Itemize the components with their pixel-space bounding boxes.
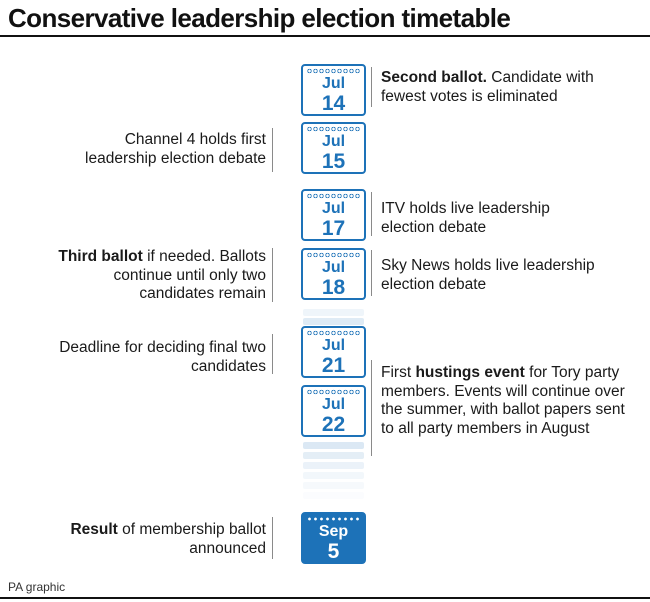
note-emphasis: Third ballot [58,248,143,265]
event-note-jul-15: Channel 4 holds first leadership electio… [56,131,266,168]
timeline-fade [303,492,364,499]
note-emphasis: Second ballot. [381,69,487,86]
note-text: Deadline for deciding final two candidat… [59,339,266,375]
page-title: Conservative leadership election timetab… [8,3,511,33]
calendar-rings [307,125,360,133]
note-divider [371,360,372,456]
note-text: of membership ballot announced [117,521,266,557]
footer-rule [0,597,650,599]
calendar-rings [307,515,360,523]
note-text: Sky News holds live leadership election … [381,257,595,293]
event-note-sep-5: Result of membership ballot announced [66,521,266,558]
note-divider [371,67,372,107]
note-text: Channel 4 holds first leadership electio… [85,131,266,167]
calendar-month: Jul [321,259,346,276]
timeline-fade [303,462,364,469]
note-divider [272,517,273,559]
timeline-fade [303,318,364,325]
source-credit: PA graphic [8,580,66,594]
calendar-month: Sep [318,523,349,540]
calendar-icon-jul-18: Jul 18 [301,248,366,300]
event-note-jul-17: ITV holds live leadership election debat… [381,200,591,237]
calendar-rings [307,192,360,200]
note-divider [371,192,372,236]
timeline-fade [303,452,364,459]
timeline-fade [303,309,364,316]
event-note-jul-18-right: Sky News holds live leadership election … [381,257,596,294]
note-text: for Tory party members. Events will cont… [381,364,625,437]
timeline-fade [303,442,364,449]
event-note-jul-14: Second ballot. Candidate with fewest vot… [381,69,626,106]
calendar-rings [307,329,360,337]
event-note-jul-22: First hustings event for Tory party memb… [381,364,626,438]
event-note-jul-18-left: Third ballot if needed. Ballots continue… [36,248,266,304]
calendar-month: Jul [321,337,346,354]
calendar-rings [307,67,360,75]
note-emphasis: hustings event [415,364,525,381]
note-divider [371,250,372,296]
calendar-month: Jul [321,75,346,92]
calendar-day: 21 [321,354,346,377]
calendar-rings [307,388,360,396]
calendar-month: Jul [321,396,346,413]
note-divider [272,248,273,302]
calendar-icon-jul-22: Jul 22 [301,385,366,437]
event-note-jul-21: Deadline for deciding final two candidat… [56,339,266,376]
calendar-rings [307,251,360,259]
note-emphasis: Result [70,521,118,538]
calendar-day: 15 [321,150,346,173]
note-divider [272,334,273,374]
calendar-day: 18 [321,276,346,299]
calendar-icon-sep-5: Sep 5 [301,512,366,564]
calendar-icon-jul-14: Jul 14 [301,64,366,116]
note-text: Candidate with fewest votes is eliminate… [381,69,594,105]
calendar-icon-jul-21: Jul 21 [301,326,366,378]
calendar-day: 14 [321,92,346,115]
note-text: ITV holds live leadership election debat… [381,200,550,236]
note-divider [272,128,273,172]
calendar-day: 5 [327,540,340,563]
timeline-fade [303,472,364,479]
timeline-fade [303,482,364,489]
calendar-day: 22 [321,413,346,436]
note-text: if needed. Ballots continue until only t… [113,248,266,302]
header-rule [0,35,650,37]
calendar-month: Jul [321,200,346,217]
calendar-icon-jul-15: Jul 15 [301,122,366,174]
calendar-icon-jul-17: Jul 17 [301,189,366,241]
calendar-day: 17 [321,217,346,240]
calendar-month: Jul [321,133,346,150]
note-text-before: First [381,364,416,381]
